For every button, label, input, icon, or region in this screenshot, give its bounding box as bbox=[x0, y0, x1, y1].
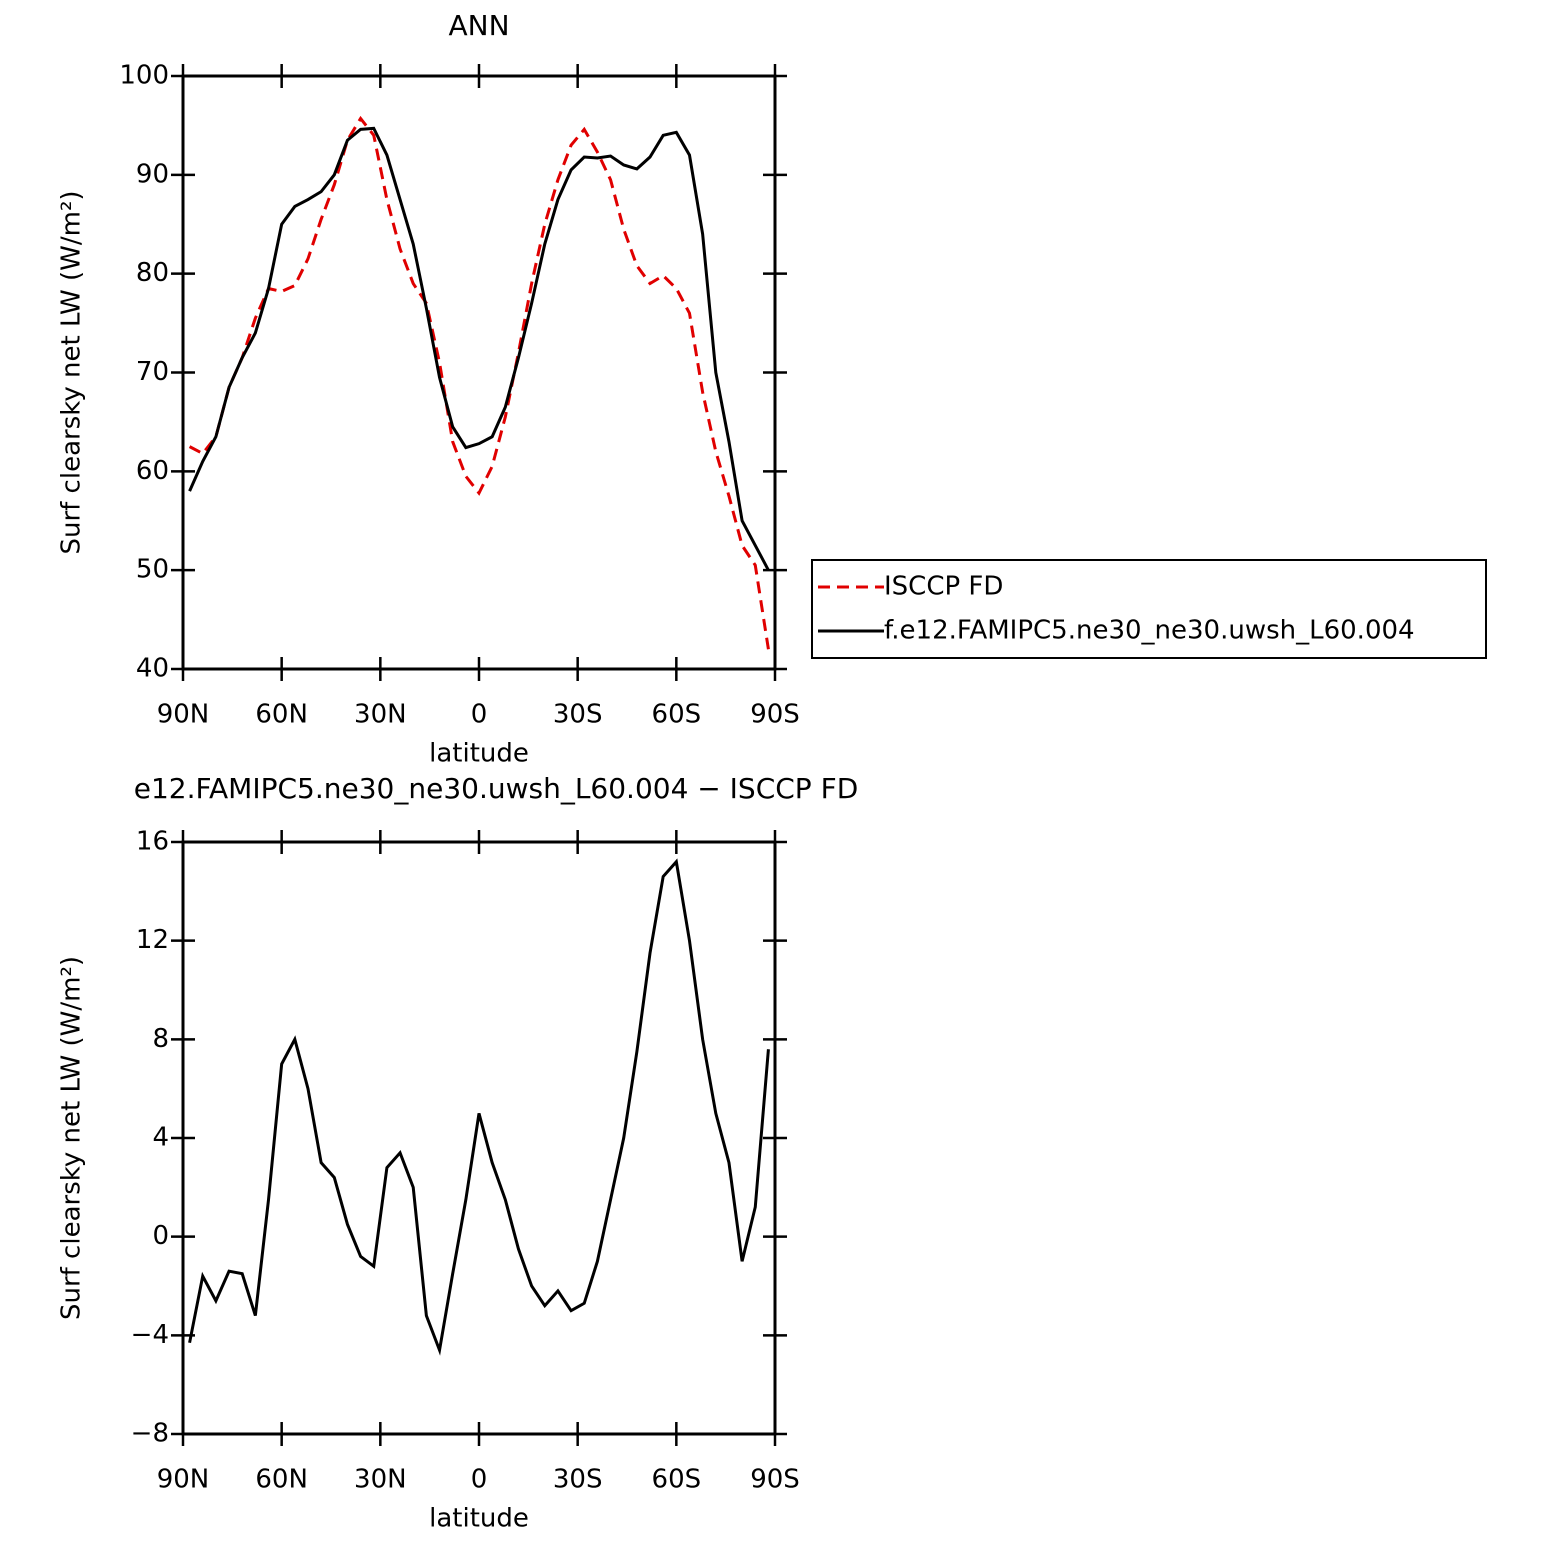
data-line bbox=[188, 126, 770, 571]
y-tick-label: 100 bbox=[119, 61, 169, 91]
x-tick-label: 0 bbox=[471, 700, 488, 730]
x-tick-label: 30N bbox=[354, 1465, 407, 1495]
legend-label: ISCCP FD bbox=[884, 572, 1003, 602]
x-axis-label: latitude bbox=[429, 1504, 529, 1534]
x-axis-label: latitude bbox=[429, 739, 529, 769]
y-tick-label: 4 bbox=[152, 1123, 169, 1153]
x-tick-label: 90S bbox=[750, 700, 800, 730]
x-tick-label: 90S bbox=[750, 1465, 800, 1495]
plot-frame bbox=[181, 74, 777, 671]
y-tick-label: 12 bbox=[136, 925, 169, 955]
x-tick-label: 60S bbox=[652, 1465, 702, 1495]
y-axis-label: Surf clearsky net LW (W/m²) bbox=[57, 190, 87, 554]
legend-label: f.e12.FAMIPC5.ne30_ne30.uwsh_L60.004 bbox=[884, 616, 1415, 646]
y-tick-label: 50 bbox=[136, 555, 169, 585]
plot-frame bbox=[181, 840, 777, 1436]
x-tick-label: 90N bbox=[157, 1465, 210, 1495]
chart-title: ANN bbox=[448, 9, 509, 42]
y-tick-label: −4 bbox=[131, 1320, 169, 1350]
x-tick-label: 0 bbox=[471, 1465, 488, 1495]
y-tick-label: −8 bbox=[131, 1419, 169, 1449]
y-tick-label: 90 bbox=[136, 159, 169, 189]
x-tick-label: 90N bbox=[157, 700, 210, 730]
x-tick-label: 30S bbox=[553, 1465, 603, 1495]
x-tick-label: 60N bbox=[255, 1465, 308, 1495]
x-tick-label: 60N bbox=[255, 700, 308, 730]
y-tick-label: 40 bbox=[136, 654, 169, 684]
data-line bbox=[188, 858, 770, 1356]
y-tick-label: 70 bbox=[136, 357, 169, 387]
x-tick-label: 30S bbox=[553, 700, 603, 730]
y-tick-label: 8 bbox=[152, 1024, 169, 1054]
x-tick-label: 30N bbox=[354, 700, 407, 730]
y-axis-label: Surf clearsky net LW (W/m²) bbox=[57, 956, 87, 1320]
y-tick-label: 16 bbox=[136, 827, 169, 857]
x-tick-label: 60S bbox=[652, 700, 702, 730]
y-tick-label: 60 bbox=[136, 456, 169, 486]
y-tick-label: 0 bbox=[152, 1221, 169, 1251]
legend-box bbox=[811, 559, 1487, 659]
y-tick-label: 80 bbox=[136, 258, 169, 288]
data-line bbox=[188, 115, 770, 650]
chart-title: e12.FAMIPC5.ne30_ne30.uwsh_L60.004 − ISC… bbox=[134, 772, 859, 805]
